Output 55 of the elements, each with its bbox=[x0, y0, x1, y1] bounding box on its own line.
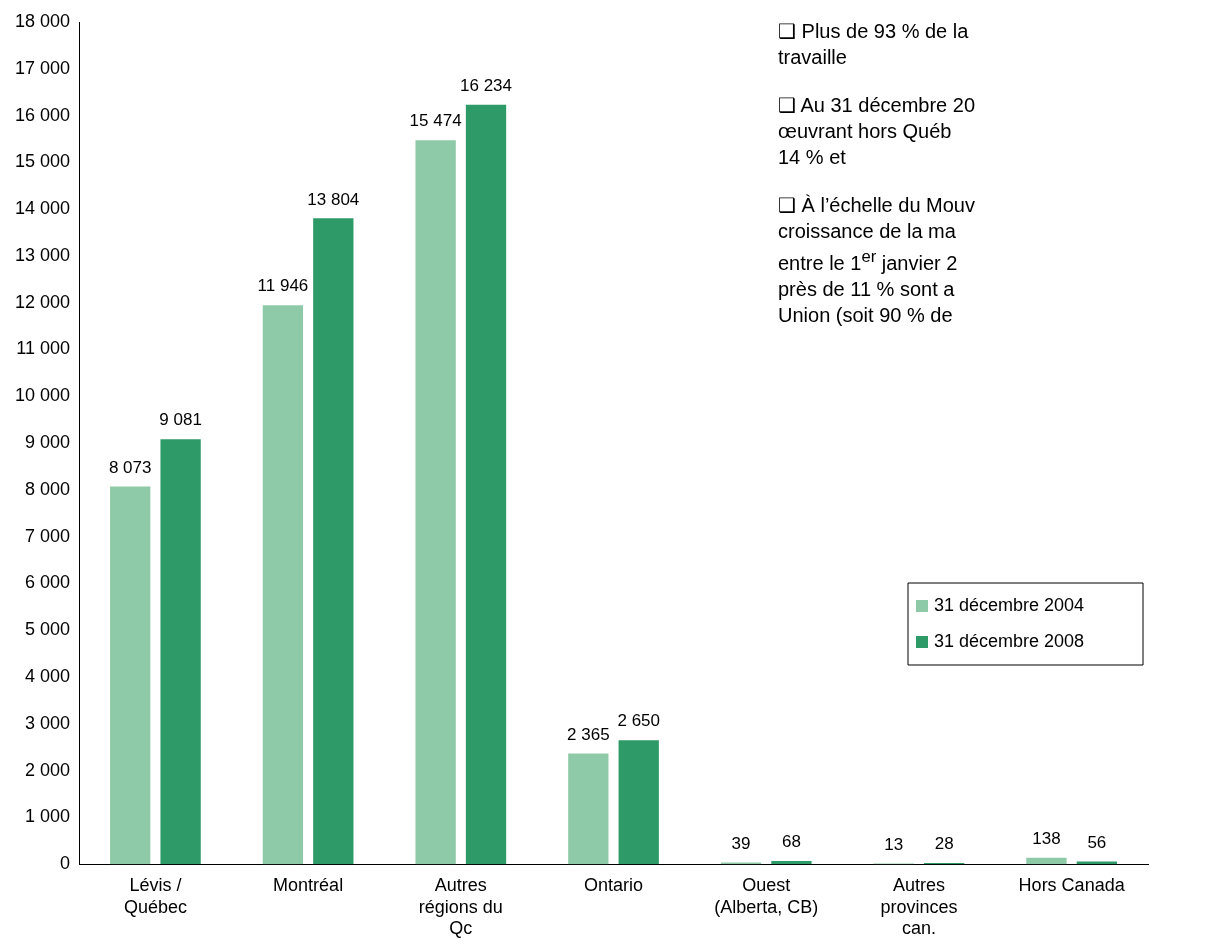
y-tick-label: 17 000 bbox=[14, 57, 71, 78]
y-tick-label: 2 000 bbox=[25, 759, 71, 780]
x-tick-label: Montréal bbox=[273, 874, 344, 895]
x-tick-label: Hors Canada bbox=[1018, 874, 1126, 895]
bar bbox=[110, 486, 151, 865]
bar bbox=[262, 305, 304, 865]
y-tick-label: 8 000 bbox=[25, 478, 71, 499]
y-tick-label: 15 000 bbox=[14, 151, 71, 172]
x-tick-label: Ouest (Alberta, CB) bbox=[714, 874, 819, 917]
annotation: ❑ Au 31 décembre 20 œuvrant hors Québ 14 % et bbox=[778, 93, 976, 170]
x-tick-label: Lévis / Québec bbox=[123, 874, 187, 917]
data-label: 2 365 bbox=[567, 724, 610, 744]
legend-label: 31 décembre 2008 bbox=[934, 630, 1085, 651]
data-label: 68 bbox=[781, 832, 801, 852]
y-tick-label: 10 000 bbox=[14, 385, 71, 406]
data-label: 15 474 bbox=[409, 111, 462, 131]
data-label: 16 234 bbox=[460, 75, 513, 95]
y-tick-label: 16 000 bbox=[14, 104, 71, 125]
y-tick-label: 12 000 bbox=[14, 291, 71, 312]
data-label: 8 073 bbox=[108, 457, 152, 477]
y-tick-label: 5 000 bbox=[25, 619, 71, 640]
y-tick-label: 11 000 bbox=[16, 338, 71, 359]
y-tick-label: 13 000 bbox=[14, 244, 71, 265]
data-label: 138 bbox=[1032, 828, 1061, 848]
data-label: 13 bbox=[884, 834, 904, 854]
data-label: 13 804 bbox=[307, 189, 360, 209]
data-label: 56 bbox=[1087, 832, 1107, 852]
data-label: 39 bbox=[731, 833, 751, 853]
data-label: 28 bbox=[934, 834, 954, 854]
y-tick-label: 9 000 bbox=[25, 432, 71, 453]
annotation: ❑ À l’échelle du Mouv croissance de la ma entre le 1$^{er}$ janvier 2 près de 11 % sont a Union (soit 90 % de bbox=[778, 193, 976, 328]
data-label: 2 650 bbox=[617, 711, 660, 731]
bar bbox=[160, 439, 201, 865]
bar bbox=[465, 104, 507, 865]
y-tick-label: 0 bbox=[60, 853, 71, 874]
x-tick-label: Autres provinces can. bbox=[880, 874, 958, 939]
bar bbox=[415, 140, 456, 865]
x-tick-label: Autres régions du Qc bbox=[418, 874, 503, 939]
data-label: 9 081 bbox=[159, 410, 202, 430]
bar bbox=[1026, 857, 1067, 865]
y-tick-label: 4 000 bbox=[25, 666, 71, 687]
bar bbox=[618, 740, 659, 865]
data-label: 11 946 bbox=[257, 276, 309, 296]
y-tick-label: 18 000 bbox=[14, 10, 71, 31]
y-tick-label: 3 000 bbox=[25, 712, 71, 733]
x-tick-label: Ontario bbox=[584, 874, 644, 895]
bar bbox=[313, 218, 354, 865]
bar bbox=[568, 753, 609, 865]
legend-label: 31 décembre 2004 bbox=[934, 594, 1085, 615]
y-tick-label: 14 000 bbox=[14, 198, 71, 219]
y-tick-label: 1 000 bbox=[25, 806, 71, 827]
y-tick-label: 6 000 bbox=[25, 572, 71, 593]
y-tick-label: 7 000 bbox=[25, 525, 71, 546]
annotation: ❑ Plus de 93 % de la travaille bbox=[778, 19, 970, 70]
bar bbox=[771, 861, 812, 865]
